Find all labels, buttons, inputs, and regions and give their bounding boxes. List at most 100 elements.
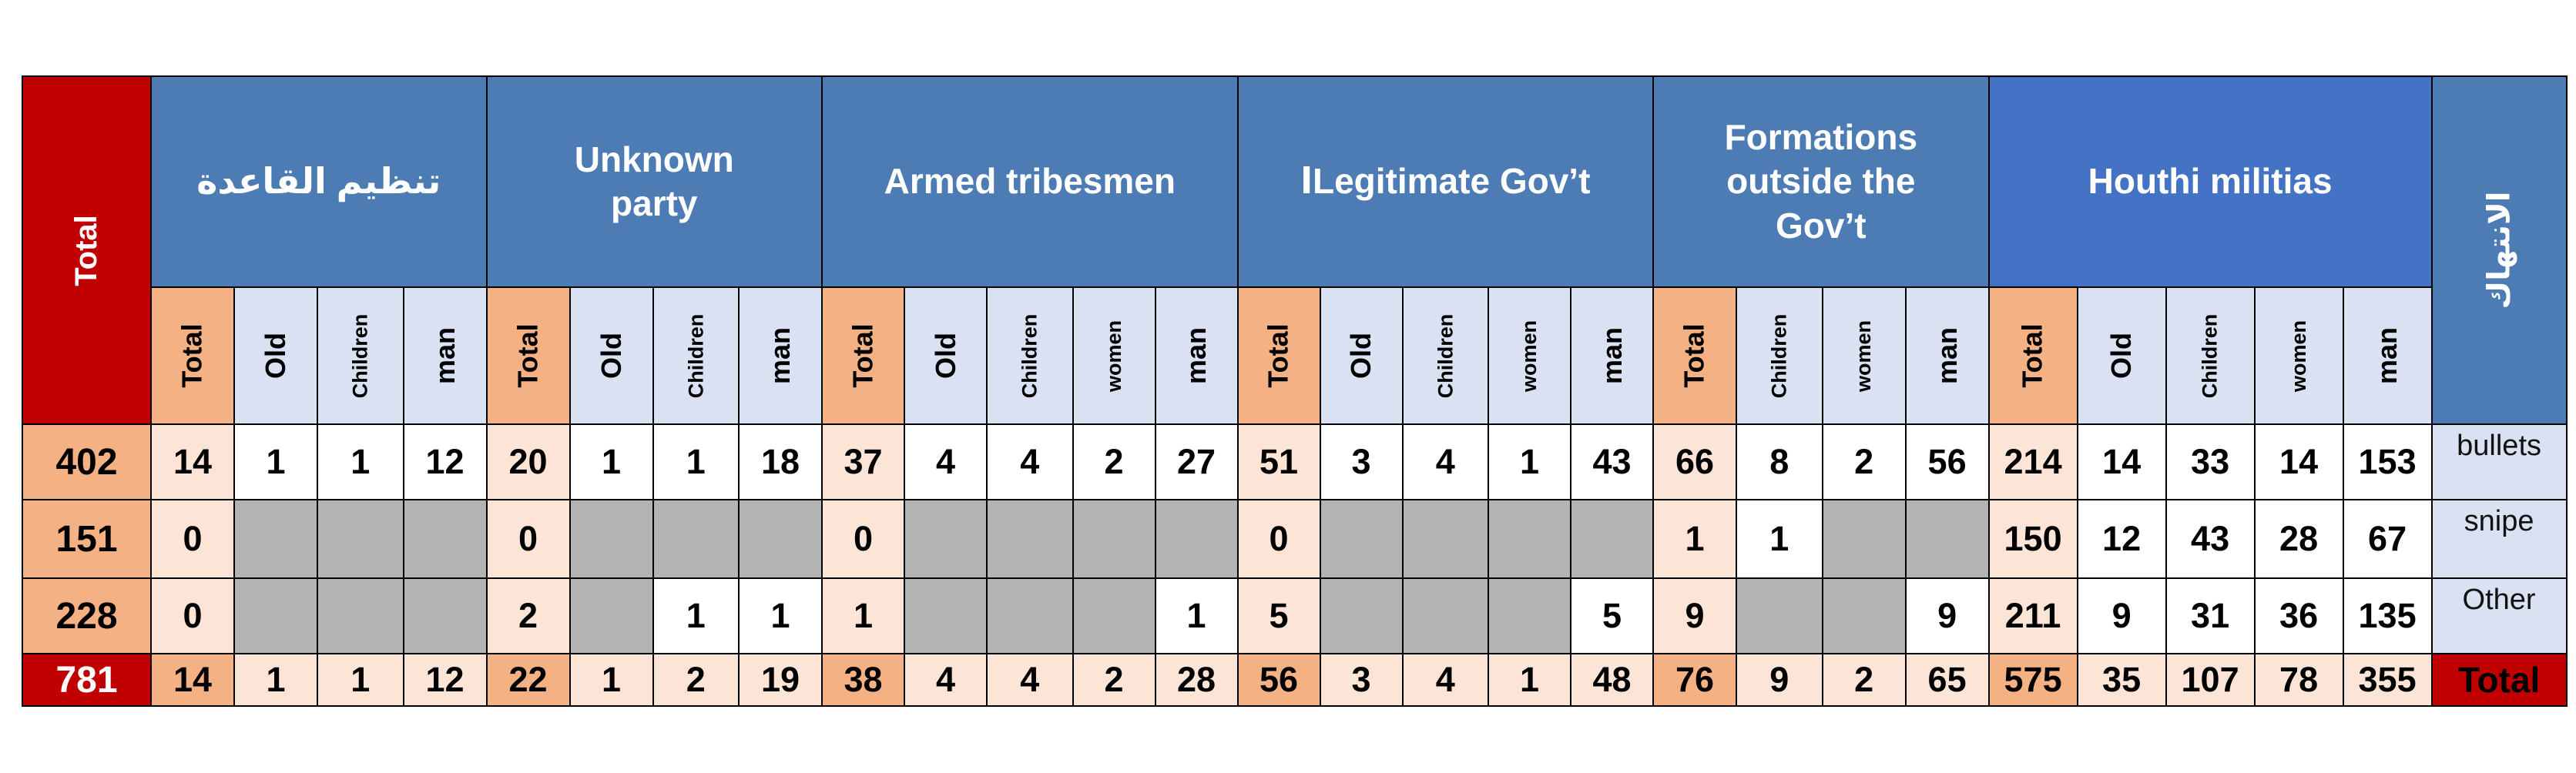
violation-label-bullets: bullets [2430, 423, 2568, 500]
data-cell: 14 [150, 423, 235, 500]
data-cell-empty [317, 499, 404, 579]
data-cell: 2 [1821, 653, 1907, 707]
data-cell: 0 [150, 577, 235, 654]
data-cell: 0 [150, 499, 235, 579]
data-cell: 135 [2342, 577, 2433, 654]
row-bullets: 402 14 1 1 12 20 1 1 18 37 4 4 2 27 51 3… [22, 423, 2568, 500]
data-cell: 37 [821, 423, 906, 500]
group-total-cell: 14 [150, 653, 235, 707]
data-cell-empty [986, 577, 1074, 654]
data-cell: 9 [1904, 577, 1990, 654]
data-cell: 43 [1570, 423, 1655, 500]
data-cell: 1 [821, 577, 906, 654]
data-cell-empty [986, 499, 1074, 579]
data-cell-empty [1319, 499, 1404, 579]
data-cell: 65 [1904, 653, 1990, 707]
group-total-cell: 575 [1987, 653, 2078, 707]
grand-total-sum-cell: 781 [22, 653, 152, 707]
data-cell: 33 [2165, 423, 2256, 500]
data-cell: 27 [1154, 423, 1239, 500]
subheader-cell: women [1072, 286, 1156, 425]
group-header-houthi: Houthi militias [1987, 75, 2433, 288]
data-cell-empty [738, 499, 823, 579]
data-cell: 28 [1154, 653, 1239, 707]
subheader-cell: Total [1652, 286, 1738, 425]
data-cell-empty [652, 499, 740, 579]
data-cell: 14 [2076, 423, 2167, 500]
data-cell: 19 [738, 653, 823, 707]
group-header-armed-tribesmen: Armed tribesmen [821, 75, 1239, 288]
subheader-cell: Total [1236, 286, 1321, 425]
grand-total-header-label: Total [69, 214, 103, 286]
data-cell: 355 [2342, 653, 2433, 707]
data-cell: 1 [233, 653, 318, 707]
group-header-alqaeda: تنظيم القاعدة [150, 75, 488, 288]
data-cell-empty [1570, 499, 1655, 579]
grand-total-cell: 228 [22, 577, 152, 654]
subheader-cell: Old [569, 286, 654, 425]
data-cell: 1 [569, 423, 654, 500]
violation-label-snipe: snipe [2430, 499, 2568, 579]
data-cell: 14 [2253, 423, 2344, 500]
data-cell: 0 [485, 499, 571, 579]
data-cell: 3 [1319, 653, 1404, 707]
data-cell: 150 [1987, 499, 2078, 579]
data-cell-empty [1072, 577, 1156, 654]
subheader-cell: man [1570, 286, 1655, 425]
row-total: 781 14 1 1 12 22 1 2 19 38 4 4 2 28 56 3… [22, 653, 2568, 707]
subheader-cell: Old [2076, 286, 2167, 425]
violation-header-cell: الانتهاك [2430, 75, 2568, 425]
data-cell-empty [1488, 577, 1572, 654]
row-snipe: 151 0 0 0 0 1 1 150 12 43 28 67 snipe [22, 499, 2568, 579]
group-header-formations: Formations outside the Gov’t [1652, 75, 1990, 288]
data-cell-empty [1904, 499, 1990, 579]
grand-total-cell: 151 [22, 499, 152, 579]
data-cell: 12 [402, 653, 488, 707]
data-cell: 66 [1652, 423, 1738, 500]
data-cell-empty [569, 577, 654, 654]
data-cell: 1 [1652, 499, 1738, 579]
data-cell: 12 [2076, 499, 2167, 579]
data-cell-empty [1401, 499, 1490, 579]
subheader-cell: women [2253, 286, 2344, 425]
subheader-cell: man [2342, 286, 2433, 425]
data-cell-empty [233, 499, 318, 579]
subheader-cell: Total [485, 286, 571, 425]
data-cell: 9 [1736, 653, 1823, 707]
data-cell: 5 [1570, 577, 1655, 654]
data-cell-empty [1821, 499, 1907, 579]
subheader-cell: women [1488, 286, 1572, 425]
data-cell-empty [1154, 499, 1239, 579]
data-cell: 2 [485, 577, 571, 654]
data-cell: 1 [233, 423, 318, 500]
data-cell: 4 [904, 653, 988, 707]
data-cell: 1 [1736, 499, 1823, 579]
subheader-cell: man [402, 286, 488, 425]
casualties-table: Total تنظيم القاعدة Unknown party Armed … [22, 75, 2568, 707]
group-total-cell: 56 [1236, 653, 1321, 707]
row-other: 228 0 2 1 1 1 1 5 5 9 9 211 9 31 36 135 … [22, 577, 2568, 654]
data-cell: 9 [2076, 577, 2167, 654]
data-cell: 4 [1401, 653, 1490, 707]
data-cell: 1 [317, 653, 404, 707]
group-header-legitimate-govt: اLegitimate Gov’t [1236, 75, 1655, 288]
data-cell: 67 [2342, 499, 2433, 579]
subheader-cell: Children [2165, 286, 2256, 425]
data-cell: 48 [1570, 653, 1655, 707]
subheader-cell: women [1821, 286, 1907, 425]
data-cell-empty [904, 499, 988, 579]
data-cell: 8 [1736, 423, 1823, 500]
subheader-cell: Total [1987, 286, 2078, 425]
data-cell: 9 [1652, 577, 1738, 654]
data-cell: 214 [1987, 423, 2078, 500]
data-cell: 1 [317, 423, 404, 500]
data-cell-empty [569, 499, 654, 579]
data-cell: 153 [2342, 423, 2433, 500]
violation-label-other: Other [2430, 577, 2568, 654]
subheader-cell: Children [986, 286, 1074, 425]
data-cell: 0 [821, 499, 906, 579]
group-total-cell: 76 [1652, 653, 1738, 707]
sub-header-row: Total Old Children man Total Old Childre… [22, 286, 2567, 425]
grand-total-header-cell: Total [22, 75, 152, 425]
data-cell: 78 [2253, 653, 2344, 707]
